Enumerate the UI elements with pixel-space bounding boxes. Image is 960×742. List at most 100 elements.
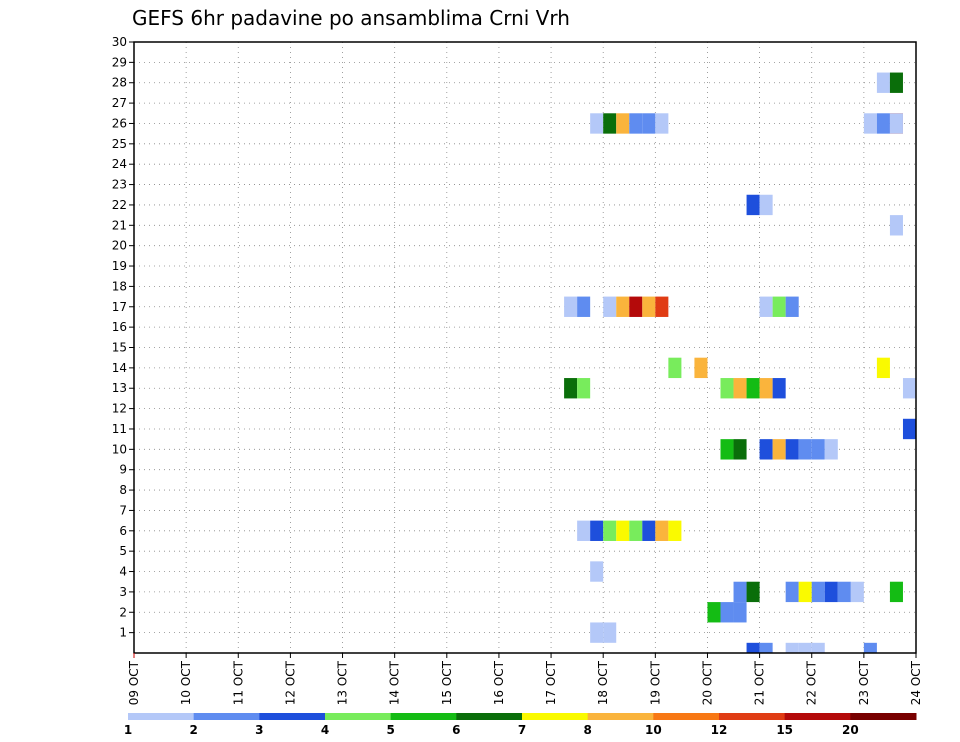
x-tick-label: 19 OCT	[648, 660, 662, 705]
precip-cell	[798, 642, 812, 653]
y-tick-label: 8	[119, 483, 127, 497]
y-tick-label: 9	[119, 463, 127, 477]
precip-cell	[889, 72, 903, 93]
precip-cell	[707, 602, 721, 623]
x-tick-label: 10 OCT	[179, 660, 193, 705]
x-tick-label: 17 OCT	[544, 660, 558, 705]
precip-cell	[811, 439, 825, 460]
precip-cell	[603, 622, 617, 643]
precip-cell	[720, 378, 734, 399]
precip-cell	[668, 520, 682, 541]
colorbar-swatch	[850, 713, 917, 720]
precip-cell	[876, 113, 890, 134]
x-tick-label: 23 OCT	[857, 660, 871, 705]
y-tick-label: 28	[112, 76, 127, 90]
y-tick-label: 5	[119, 544, 127, 558]
y-tick-label: 29	[112, 55, 127, 69]
y-tick-label: 26	[112, 116, 127, 130]
colorbar-swatch	[719, 713, 786, 720]
precip-cell	[772, 439, 786, 460]
precip-cell	[655, 520, 669, 541]
precip-cell	[889, 581, 903, 603]
precip-cell	[850, 581, 864, 603]
precip-cell	[629, 520, 643, 541]
y-tick-label: 24	[112, 157, 127, 171]
colorbar-swatch	[259, 713, 326, 720]
colorbar-swatch	[325, 713, 392, 720]
x-axis: 09 OCT 10 OCT 11 OCT 12 OCT 13 OCT 14 OCT 15 O…	[127, 653, 923, 705]
precip-cell	[733, 602, 747, 623]
colorbar-label: 4	[321, 723, 329, 737]
precip-cell	[616, 296, 630, 317]
precip-cell	[759, 439, 773, 460]
y-tick-label: 17	[112, 300, 127, 314]
precip-cell	[720, 439, 734, 460]
precip-cell	[759, 642, 773, 653]
precip-cell	[590, 561, 604, 582]
precip-cell	[824, 439, 838, 460]
precip-cell	[603, 296, 617, 317]
precip-cell	[798, 439, 812, 460]
y-tick-label: 7	[119, 503, 127, 517]
precip-cell	[746, 642, 760, 653]
chart-title: GEFS 6hr padavine po ansamblima Crni Vrh	[132, 6, 570, 30]
precip-cell	[577, 378, 591, 399]
precip-cell	[616, 520, 630, 541]
precip-cell	[694, 357, 708, 379]
colorbar-swatch	[784, 713, 851, 720]
precip-cell	[590, 520, 604, 541]
precip-cell	[746, 378, 760, 399]
precip-cell	[655, 296, 669, 317]
precip-cell	[733, 378, 747, 399]
y-tick-label: 23	[112, 178, 127, 192]
x-tick-label: 09 OCT	[127, 660, 141, 705]
x-tick-label: 15 OCT	[440, 660, 454, 705]
precip-cell	[577, 296, 591, 317]
y-tick-label: 12	[112, 402, 127, 416]
y-axis: 1234567891011121314151617181920212223242…	[112, 35, 134, 640]
colorbar-label: 3	[255, 723, 263, 737]
precip-cell	[772, 378, 786, 399]
x-tick-label: 22 OCT	[805, 660, 819, 705]
colorbar-label: 12	[711, 723, 728, 737]
colorbar-swatch	[390, 713, 457, 720]
precip-cell	[564, 378, 578, 399]
precip-cell	[785, 296, 799, 317]
colorbar-swatch	[456, 713, 523, 720]
colorbar-label: 10	[645, 723, 662, 737]
precip-cell	[759, 296, 773, 317]
colorbar-label: 20	[842, 723, 859, 737]
y-tick-label: 15	[112, 341, 127, 355]
y-tick-label: 4	[119, 565, 127, 579]
y-tick-label: 21	[112, 218, 127, 232]
precip-cell	[785, 642, 799, 653]
precip-cell	[863, 642, 877, 653]
precip-cell	[616, 113, 630, 134]
precip-cell	[655, 113, 669, 134]
precip-cell	[824, 581, 838, 603]
colorbar-label: 2	[189, 723, 197, 737]
x-tick-label: 24 OCT	[909, 660, 923, 705]
x-tick-label: 12 OCT	[283, 660, 297, 705]
precip-cell	[837, 581, 851, 603]
precip-cell	[668, 357, 682, 379]
precip-cell	[746, 581, 760, 603]
y-tick-label: 3	[119, 585, 127, 599]
precip-cell	[785, 439, 799, 460]
colorbar: 1 2 3 4 5 6 7 8 10 12 15 20	[124, 713, 917, 737]
y-tick-label: 1	[119, 626, 127, 640]
precip-cell	[642, 296, 656, 317]
colorbar-label: 8	[583, 723, 591, 737]
precip-cell	[720, 602, 734, 623]
colorbar-swatch	[193, 713, 260, 720]
precip-cell	[876, 357, 890, 379]
x-tick-label: 16 OCT	[492, 660, 506, 705]
precip-cell	[629, 113, 643, 134]
precip-cell	[902, 378, 916, 399]
precip-cell	[577, 520, 591, 541]
precip-cell	[863, 113, 877, 134]
y-tick-label: 18	[112, 279, 127, 293]
precip-cell	[876, 72, 890, 93]
precip-cell	[733, 439, 747, 460]
